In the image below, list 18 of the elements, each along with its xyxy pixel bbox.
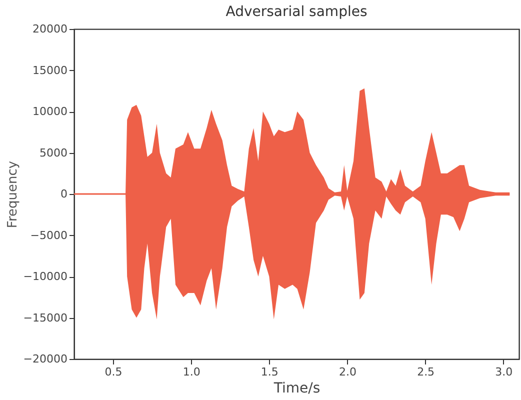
- y-tick-label: −20000: [23, 352, 68, 366]
- x-axis-title: Time/s: [272, 380, 320, 396]
- y-tick-label: 0: [60, 188, 68, 200]
- y-tick-label: 10000: [32, 105, 68, 118]
- y-tick-label: 20000: [32, 22, 68, 36]
- x-tick-label: 2.0: [338, 366, 356, 378]
- y-tick-label: −10000: [23, 270, 68, 283]
- y-axis-title: Frequency: [5, 160, 20, 228]
- x-tick-label: 1.5: [260, 366, 278, 378]
- y-tick-label: −5000: [30, 228, 68, 242]
- y-tick-label: 15000: [32, 64, 68, 77]
- x-tick-label: 3.0: [495, 366, 513, 378]
- y-tick-label: 5000: [40, 146, 68, 160]
- x-tick-label: 1.0: [182, 366, 200, 378]
- x-tick-label: 0.5: [104, 366, 122, 378]
- x-tick-label: 2.5: [417, 366, 435, 378]
- chart-title: Adversarial samples: [226, 4, 368, 20]
- y-tick-label: −15000: [23, 311, 68, 324]
